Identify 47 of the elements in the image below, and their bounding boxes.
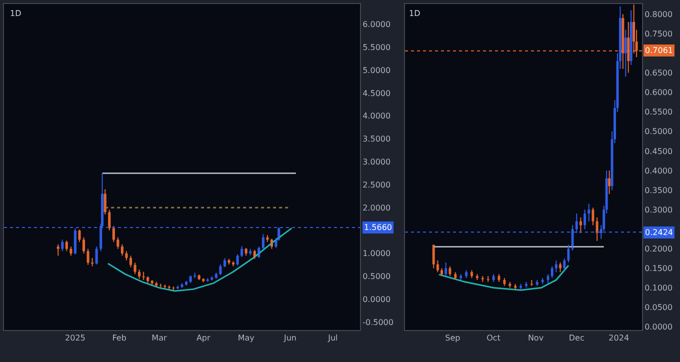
y-tick-label: 0.0000	[362, 295, 391, 304]
y-tick-label: 0.4500	[644, 146, 673, 156]
x-tick-label: Nov	[528, 334, 544, 343]
y-tick-label: 0.3500	[644, 186, 673, 195]
y-tick-label: 0.5500	[644, 108, 673, 117]
y-tick-label: 0.7500	[644, 30, 673, 39]
y-tick-label: 2.0000	[362, 203, 391, 212]
x-tick-label: Jun	[282, 334, 296, 343]
y-tick-label: 0.6000	[644, 88, 673, 98]
y-tick-label: 0.0500	[644, 303, 673, 312]
y-tick-label: 0.8000	[644, 10, 673, 19]
x-tick-label: May	[238, 334, 255, 343]
y-tick-label: 2.5000	[362, 180, 391, 190]
y-tick-label: 5.5000	[362, 42, 391, 52]
x-tick-label: Jul	[327, 334, 338, 343]
y-tick-label: 0.2000	[644, 244, 673, 254]
y-tick-label: 0.4000	[644, 166, 673, 176]
x-tick-label: Oct	[486, 334, 500, 343]
y-tick-label: 0.1000	[644, 284, 673, 293]
ref-line-label: 0.2424	[645, 228, 673, 237]
y-tick-label: 0.5000	[362, 272, 391, 282]
y-tick-label: 0.1500	[644, 264, 673, 274]
y-tick-label: 1.0000	[362, 249, 391, 258]
x-tick-label: Dec	[568, 334, 584, 343]
x-tick-label: Mar	[152, 334, 168, 343]
y-tick-label: 5.0000	[362, 66, 391, 75]
line-series	[107, 227, 292, 292]
y-tick-label: 0.3000	[644, 205, 673, 214]
x-tick-label: 2025	[65, 334, 86, 343]
y-tick-label: 4.0000	[362, 112, 391, 121]
ref-line-label: 1.5660	[364, 223, 392, 232]
x-tick-label: Feb	[112, 334, 126, 343]
y-tick-label: 0.5000	[644, 127, 673, 136]
text: 1D	[10, 9, 22, 18]
y-tick-label: 3.5000	[362, 134, 391, 144]
y-tick-label: 4.5000	[362, 88, 391, 98]
line-series	[438, 264, 570, 291]
y-tick-label: 6.0000	[362, 20, 391, 29]
x-tick-label: Apr	[196, 334, 211, 343]
ref-line-label: 0.7061	[645, 46, 673, 55]
y-tick-label: 0.6500	[644, 68, 673, 78]
x-tick-label: Sep	[445, 334, 460, 343]
y-tick-label: 3.0000	[362, 158, 391, 167]
y-tick-label: 0.0000	[644, 322, 673, 332]
x-tick-label: 2024	[608, 334, 630, 343]
y-tick-label: -0.5000	[362, 318, 394, 328]
text: 1D	[409, 9, 420, 18]
